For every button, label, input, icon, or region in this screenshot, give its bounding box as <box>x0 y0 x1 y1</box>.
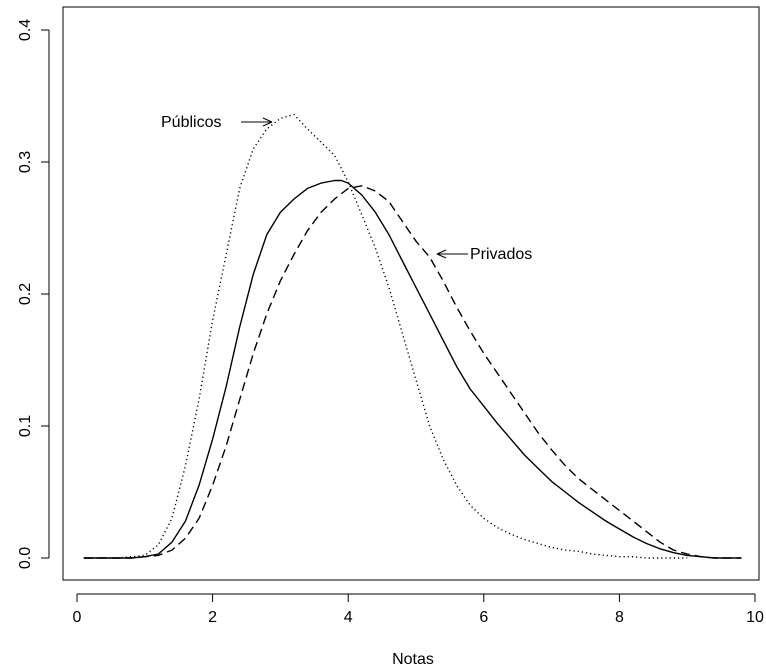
x-tick-label: 6 <box>479 609 488 626</box>
y-tick-label: 0.1 <box>17 415 34 437</box>
annotation-privados-label: Privados <box>470 246 532 263</box>
annotation-privados-arrowhead <box>436 249 447 259</box>
y-tick-label: 0.4 <box>17 19 34 41</box>
series-line-solid <box>83 179 742 559</box>
series-line-dashed <box>83 185 742 559</box>
x-tick-label: 8 <box>615 609 624 626</box>
x-axis-title: Notas <box>392 651 434 668</box>
annotation-publicos-label: Públicos <box>161 114 221 131</box>
annotation-publicos-arrowhead <box>262 117 273 127</box>
x-tick-label: 2 <box>208 609 217 626</box>
x-tick-label: 4 <box>344 609 353 626</box>
plot-frame <box>62 6 760 581</box>
x-tick-label: 0 <box>73 609 82 626</box>
annotation-privados: Privados <box>436 246 532 263</box>
y-axis: 0.0 0.1 0.2 0.3 0.4 <box>17 19 50 569</box>
y-tick-label: 0.3 <box>17 151 34 173</box>
x-tick-label: 10 <box>746 609 764 626</box>
series-layer <box>83 113 742 559</box>
x-axis: 0 2 4 6 8 10 <box>73 593 764 626</box>
series-line-dotted <box>83 113 688 559</box>
y-tick-label: 0.2 <box>17 283 34 305</box>
y-tick-label: 0.0 <box>17 547 34 569</box>
annotation-publicos: Públicos <box>161 114 273 131</box>
